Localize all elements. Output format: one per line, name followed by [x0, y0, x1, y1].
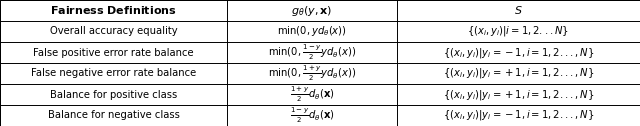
Text: $\{(x_i, y_i)|y_i=+1, i=1,2..., N\}$: $\{(x_i, y_i)|y_i=+1, i=1,2..., N\}$	[443, 67, 594, 81]
Text: $\{(x_i, y_i)|i=1,2...N\}$: $\{(x_i, y_i)|i=1,2...N\}$	[467, 24, 570, 39]
Text: $\{(x_i, y_i)|y_i=-1, i=1,2..., N\}$: $\{(x_i, y_i)|y_i=-1, i=1,2..., N\}$	[443, 108, 594, 122]
Text: $g_{\theta}(y, \mathbf{x})$: $g_{\theta}(y, \mathbf{x})$	[291, 4, 333, 18]
Text: $\min(0, yd_{\theta}(x))$: $\min(0, yd_{\theta}(x))$	[277, 24, 347, 39]
Text: $\min(0, \frac{1+y}{2}yd_{\theta}(x))$: $\min(0, \frac{1+y}{2}yd_{\theta}(x))$	[268, 64, 356, 83]
Text: $S$: $S$	[514, 5, 523, 17]
Text: $\mathbf{Fairness\ Definitions}$: $\mathbf{Fairness\ Definitions}$	[51, 5, 177, 17]
Text: Overall accuracy equality: Overall accuracy equality	[50, 26, 177, 37]
Text: $\frac{1+y}{2}d_{\theta}(\mathbf{x})$: $\frac{1+y}{2}d_{\theta}(\mathbf{x})$	[290, 85, 334, 104]
Text: False positive error rate balance: False positive error rate balance	[33, 48, 194, 57]
Text: $\{(x_i, y_i)|y_i=-1, i=1,2..., N\}$: $\{(x_i, y_i)|y_i=-1, i=1,2..., N\}$	[443, 45, 594, 59]
Text: $\{(x_i, y_i)|y_i=+1, i=1,2..., N\}$: $\{(x_i, y_i)|y_i=+1, i=1,2..., N\}$	[443, 87, 594, 102]
Text: Balance for negative class: Balance for negative class	[47, 111, 180, 120]
Text: $\min(0, \frac{1-y}{2}yd_{\theta}(x))$: $\min(0, \frac{1-y}{2}yd_{\theta}(x))$	[268, 43, 356, 62]
Text: Balance for positive class: Balance for positive class	[50, 89, 177, 100]
Text: False negative error rate balance: False negative error rate balance	[31, 69, 196, 78]
Text: $\frac{1-y}{2}d_{\theta}(\mathbf{x})$: $\frac{1-y}{2}d_{\theta}(\mathbf{x})$	[290, 106, 334, 125]
